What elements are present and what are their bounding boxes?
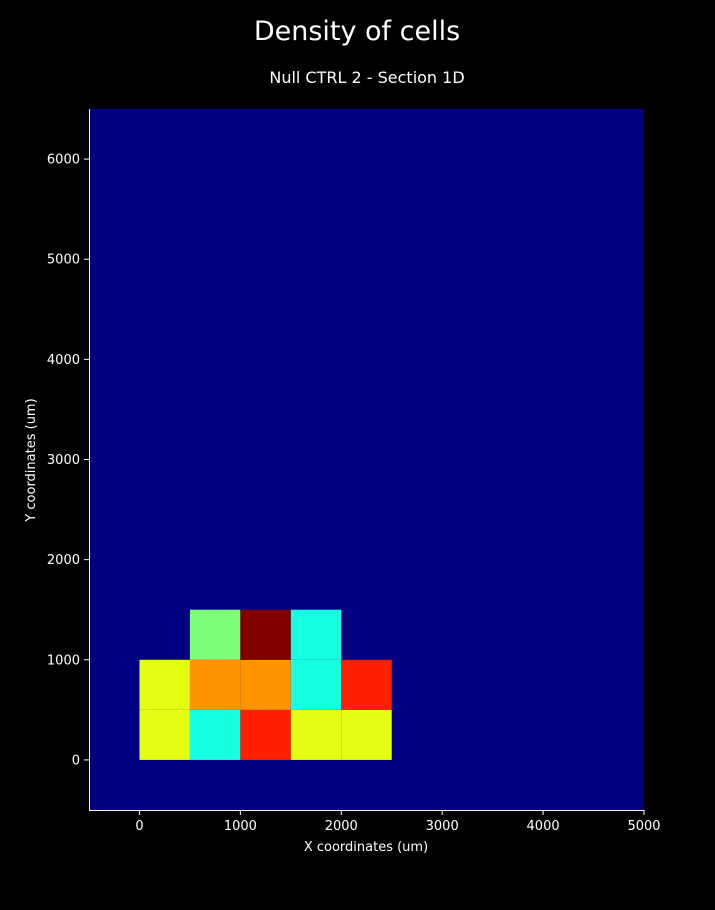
- heatmap-cell: [139, 709, 190, 760]
- heatmap-cell: [139, 659, 190, 710]
- x-tick-label: 1000: [224, 819, 257, 834]
- x-tick-label: 5000: [627, 819, 660, 834]
- heatmap-cell: [240, 659, 291, 710]
- x-axis-label: X coordinates (um): [304, 840, 428, 855]
- y-tick-label: 6000: [47, 153, 80, 168]
- heatmap-cells: [139, 609, 392, 760]
- heatmap-cell: [240, 709, 291, 760]
- x-tick-label: 4000: [527, 819, 560, 834]
- heatmap-cell: [290, 659, 342, 710]
- x-tick-label: 0: [135, 819, 143, 834]
- chart-title: Density of cells: [254, 16, 460, 47]
- heatmap-cell: [341, 709, 392, 760]
- x-tick-label: 2000: [325, 819, 358, 834]
- heatmap-cell: [290, 709, 342, 760]
- heatmap-cell: [290, 609, 342, 660]
- y-axis-label: Y coordinates (um): [24, 398, 39, 522]
- y-tick-label: 1000: [47, 653, 80, 668]
- y-tick-label: 0: [72, 753, 80, 768]
- heatmap-cell: [341, 659, 392, 710]
- x-tick-label: 3000: [426, 819, 459, 834]
- y-tick-label: 2000: [47, 553, 80, 568]
- y-tick-label: 4000: [47, 353, 80, 368]
- heatmap-cell: [189, 709, 241, 760]
- heatmap-cell: [240, 609, 291, 660]
- y-tick-label: 5000: [47, 253, 80, 268]
- chart-subtitle: Null CTRL 2 - Section 1D: [269, 68, 464, 87]
- axes: 0 1000 2000 3000 4000 5000 0 1000 2000 3000 4000 50…: [47, 109, 661, 834]
- y-tick-label: 3000: [47, 453, 80, 468]
- heatmap-cell: [189, 659, 241, 710]
- heatmap-cell: [189, 609, 241, 660]
